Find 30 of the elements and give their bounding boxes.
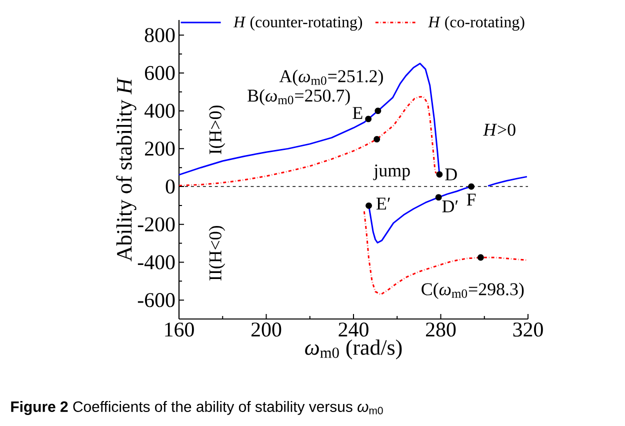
y-tick-label: -400: [138, 255, 175, 270]
annotation: II(H<0): [208, 226, 226, 280]
annotation: D′: [442, 200, 458, 212]
y-tick-label: 200: [145, 142, 175, 156]
annotation: E′: [376, 198, 390, 210]
legend-label: H (counter-rotating): [233, 16, 362, 31]
x-tick-label: 200: [251, 322, 282, 337]
x-tick-label: 160: [165, 322, 194, 337]
annotation: C(ω$_{m0}$=298.3): [422, 282, 524, 299]
annotation: D: [445, 168, 457, 180]
annotation: F: [466, 194, 476, 206]
x-tick-label: 240: [338, 322, 368, 337]
text: Figure 2 Coefficients of the ability of stability versus ω$_{m0}$: [11, 401, 383, 416]
y-tick-label: 800: [144, 28, 175, 42]
x-axis-title: ω$_{m0}$ (rad/s): [305, 339, 402, 360]
y-tick-label: -600: [138, 293, 175, 308]
annotation: I(H>0): [208, 106, 226, 154]
y-axis-title: Ability of stability H: [116, 77, 136, 262]
y-tick-label: 600: [145, 66, 175, 80]
annotation: B(ω$_{m0}$=250.7): [248, 89, 350, 106]
legend-label: H (co-rotating): [428, 16, 524, 31]
annotation: H>0: [483, 124, 516, 136]
annotation: E: [352, 107, 362, 119]
y-tick-label: 0: [166, 179, 175, 194]
y-tick-label: -200: [138, 217, 175, 232]
x-tick-label: 320: [513, 322, 543, 337]
y-tick-label: 400: [144, 104, 175, 118]
annotation: jump: [373, 164, 410, 180]
x-tick-label: 280: [426, 322, 456, 337]
annotation: A(ω$_{m0}$=251.2): [279, 70, 383, 86]
